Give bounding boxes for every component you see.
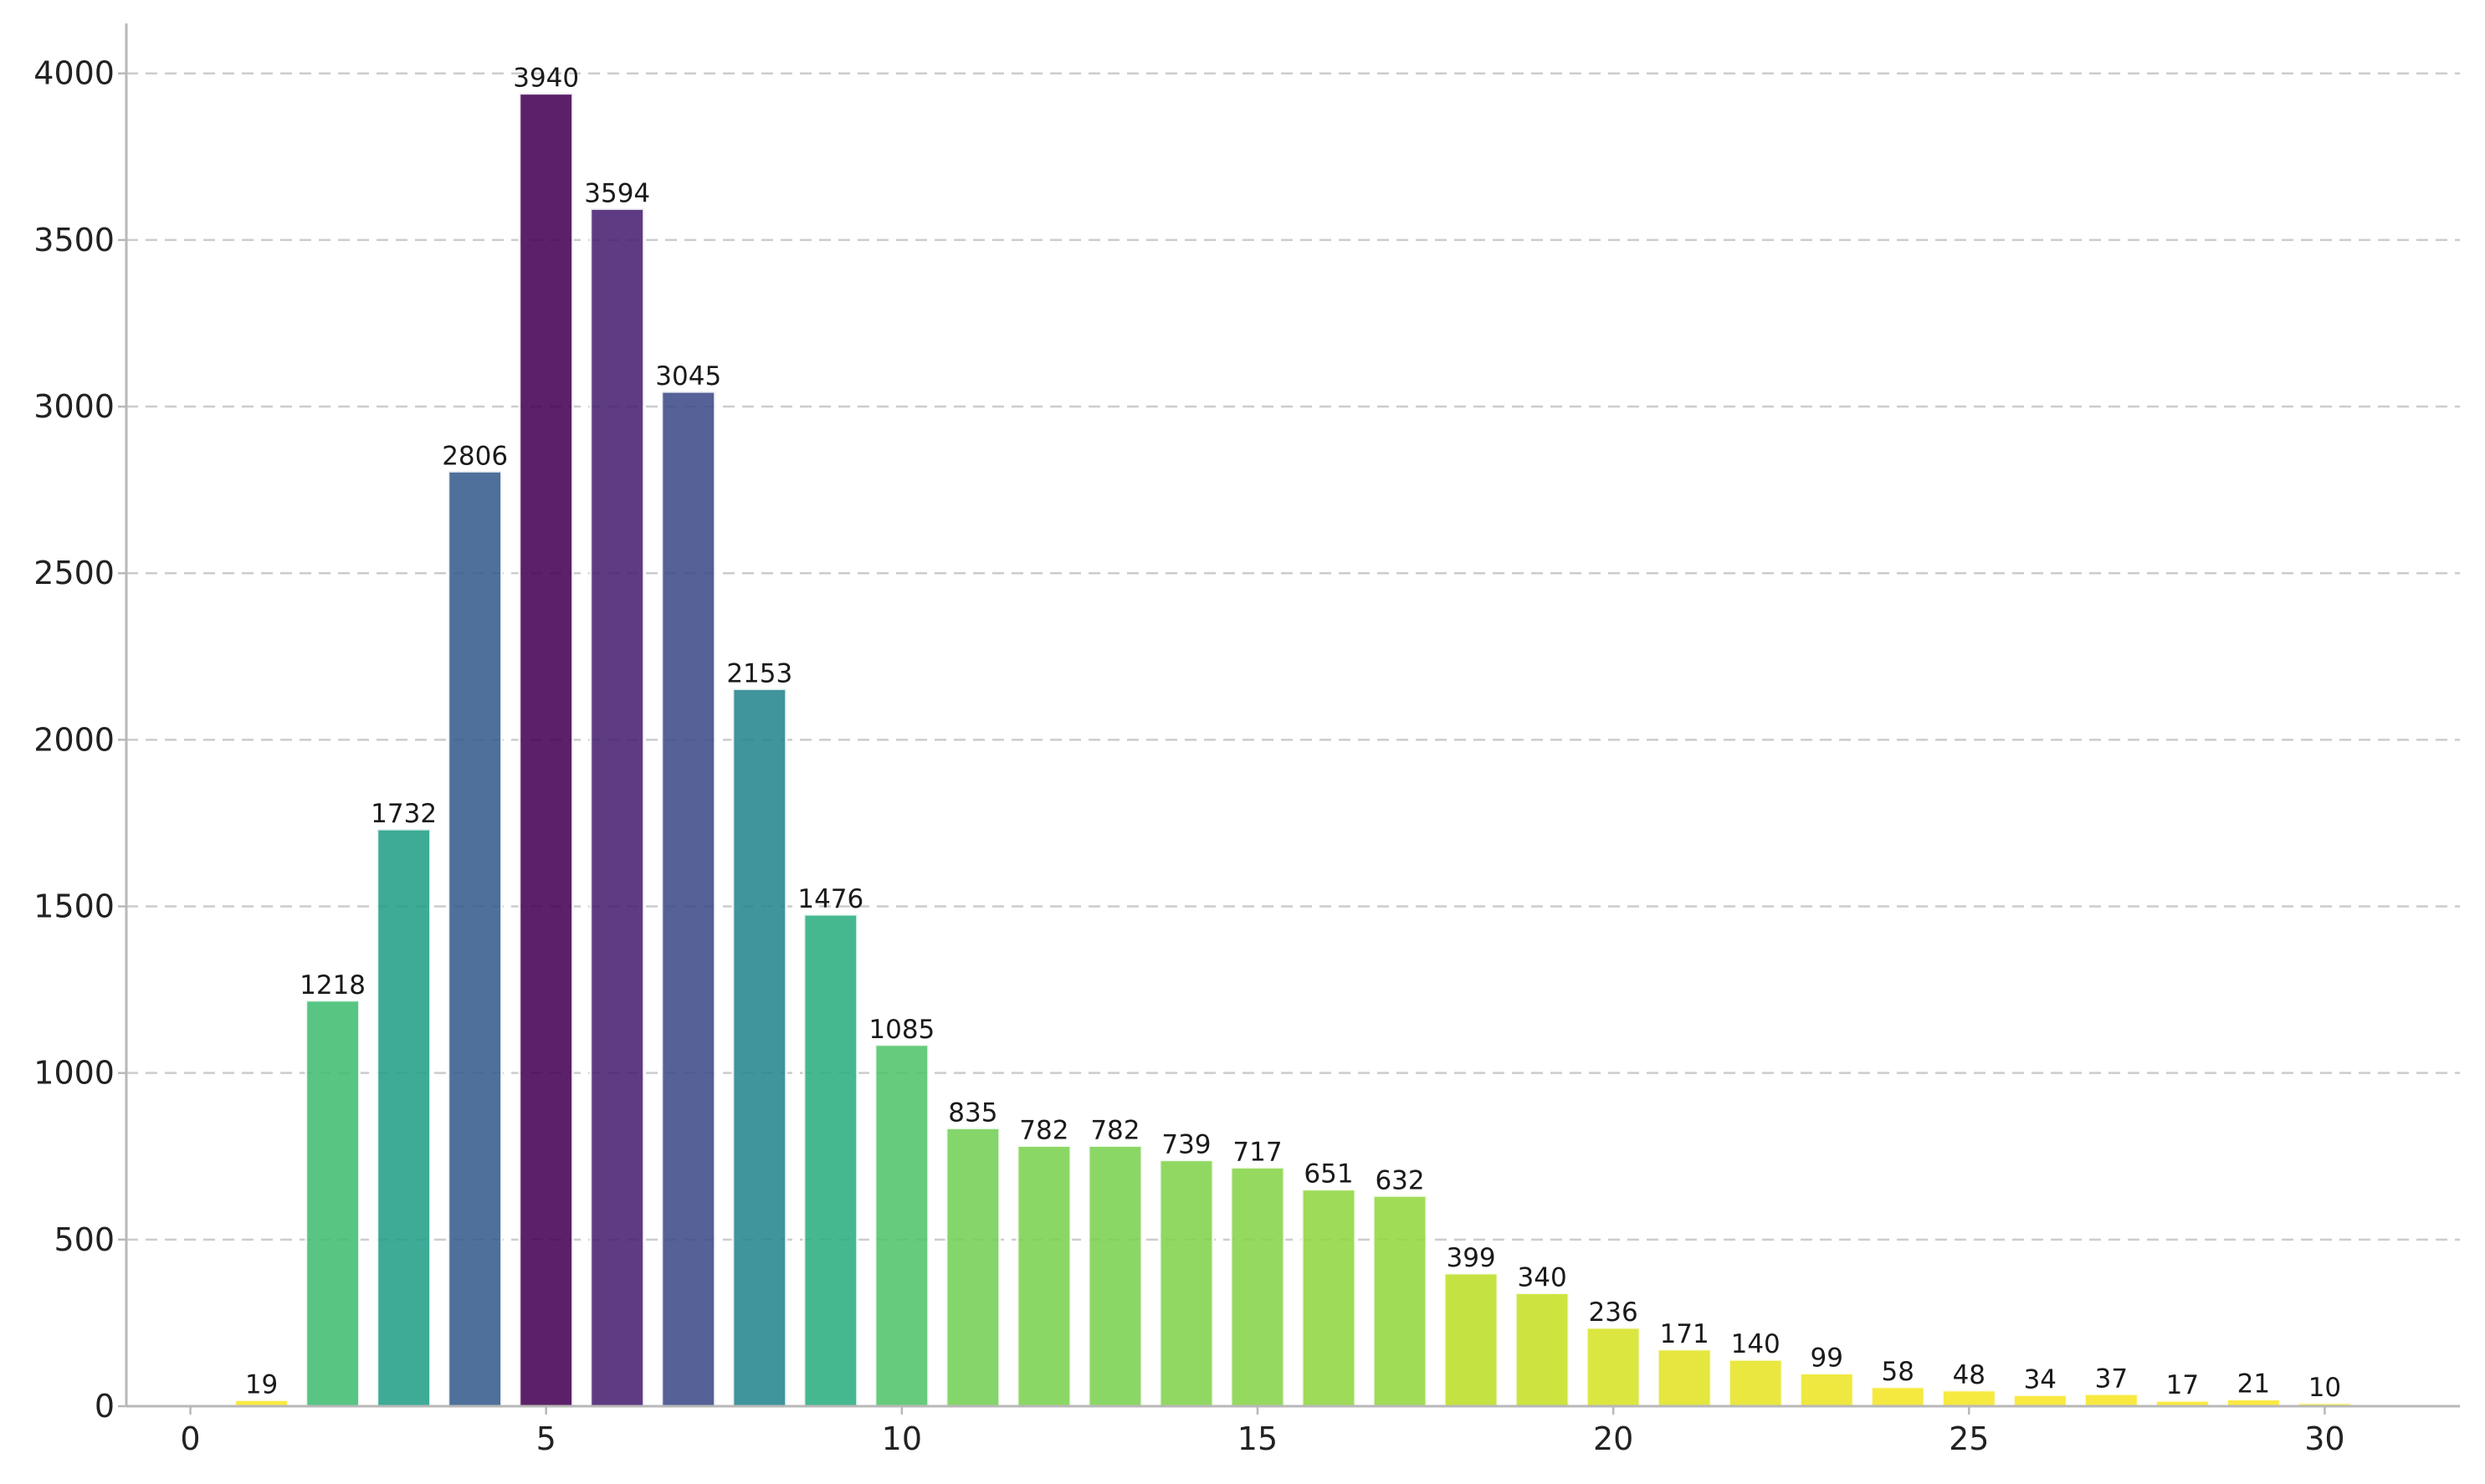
bar-21 [1656, 1348, 1713, 1408]
grid-layer [126, 72, 2460, 1241]
bar-4 [447, 469, 504, 1408]
bar-10 [874, 1043, 930, 1408]
y-tick-label-2000: 2000 [33, 721, 115, 758]
bar-label-15: 717 [1232, 1137, 1282, 1167]
bar-label-11: 835 [948, 1098, 997, 1128]
y-tick-label-0: 0 [95, 1388, 115, 1425]
bar-18 [1442, 1272, 1499, 1408]
bar-label-5: 3940 [513, 64, 579, 94]
bar-label-24: 58 [1882, 1357, 1914, 1387]
bar-24 [1869, 1385, 1926, 1408]
bar-16 [1300, 1188, 1357, 1408]
x-axis-ticks: 0 5 10 15 20 25 30 [180, 1406, 2345, 1457]
y-tick-label-3000: 3000 [33, 388, 115, 425]
x-tick-label-10: 10 [882, 1420, 922, 1457]
x-tick-label-15: 15 [1237, 1420, 1278, 1457]
y-tick-label-3500: 3500 [33, 222, 115, 258]
bar-label-22: 140 [1731, 1329, 1780, 1359]
x-tick-label-5: 5 [536, 1420, 556, 1457]
bar-11 [945, 1126, 1002, 1408]
bar-label-19: 340 [1518, 1263, 1567, 1293]
bar-26 [2011, 1393, 2068, 1408]
bar-label-7: 3045 [655, 361, 721, 391]
y-tick-label-1000: 1000 [33, 1055, 115, 1092]
bar-label-1: 19 [245, 1369, 278, 1400]
bar-22 [1727, 1358, 1784, 1408]
bar-8 [731, 687, 788, 1408]
y-tick-label-4000: 4000 [33, 55, 115, 92]
bar-label-20: 236 [1589, 1297, 1638, 1328]
x-tick-label-20: 20 [1593, 1420, 1633, 1457]
bar-label-2: 1218 [300, 970, 366, 1000]
bar-25 [1940, 1389, 1997, 1408]
bar-23 [1798, 1372, 1855, 1408]
x-tick-label-0: 0 [180, 1420, 200, 1457]
bar-label-10: 1085 [868, 1015, 935, 1045]
bar-label-17: 632 [1375, 1165, 1424, 1195]
bar-label-30: 10 [2308, 1373, 2341, 1403]
bars-layer [233, 92, 2353, 1408]
bar-label-12: 782 [1019, 1116, 1068, 1146]
bar-label-21: 171 [1660, 1319, 1709, 1349]
x-tick-label-25: 25 [1949, 1420, 1989, 1457]
bar-label-4: 2806 [442, 441, 508, 471]
bar-12 [1016, 1144, 1073, 1408]
bar-20 [1585, 1326, 1642, 1408]
bar-2 [305, 999, 361, 1408]
bar-label-28: 17 [2166, 1370, 2199, 1400]
bar-9 [802, 913, 859, 1408]
bar-7 [660, 390, 717, 1408]
y-axis-ticks: 0 500 1000 1500 2000 2500 3000 3500 4000 [33, 55, 126, 1425]
bar-14 [1158, 1159, 1215, 1408]
bar-15 [1229, 1165, 1286, 1408]
x-tick-label-30: 30 [2304, 1420, 2344, 1457]
y-tick-label-1500: 1500 [33, 888, 115, 925]
bar-label-29: 21 [2237, 1369, 2270, 1400]
bar-label-18: 399 [1446, 1243, 1495, 1273]
bar-label-27: 37 [2095, 1364, 2128, 1394]
bar-27 [2083, 1392, 2139, 1408]
y-tick-label-500: 500 [54, 1221, 115, 1258]
bar-17 [1371, 1194, 1428, 1408]
bar-label-3: 1732 [371, 799, 437, 829]
bar-label-14: 739 [1161, 1130, 1211, 1160]
bar-5 [518, 92, 575, 1408]
y-tick-label-2500: 2500 [33, 555, 115, 591]
bar-label-13: 782 [1090, 1116, 1140, 1146]
bar-label-23: 99 [1811, 1343, 1843, 1374]
bar-label-26: 34 [2024, 1364, 2057, 1394]
bar-label-8: 2153 [726, 658, 792, 688]
bar-6 [589, 207, 646, 1408]
bar-label-9: 1476 [797, 884, 863, 914]
bar-label-6: 3594 [584, 178, 650, 208]
bar-13 [1087, 1144, 1144, 1408]
bar-3 [376, 827, 433, 1408]
axes-layer [125, 23, 2460, 1408]
bar-label-16: 651 [1304, 1159, 1353, 1190]
bar-19 [1514, 1292, 1570, 1408]
bar-label-25: 48 [1953, 1360, 1985, 1390]
bar-labels-layer: 19 1218 1732 2806 3940 3594 3045 2153 1476 1085 83… [245, 64, 2341, 1403]
